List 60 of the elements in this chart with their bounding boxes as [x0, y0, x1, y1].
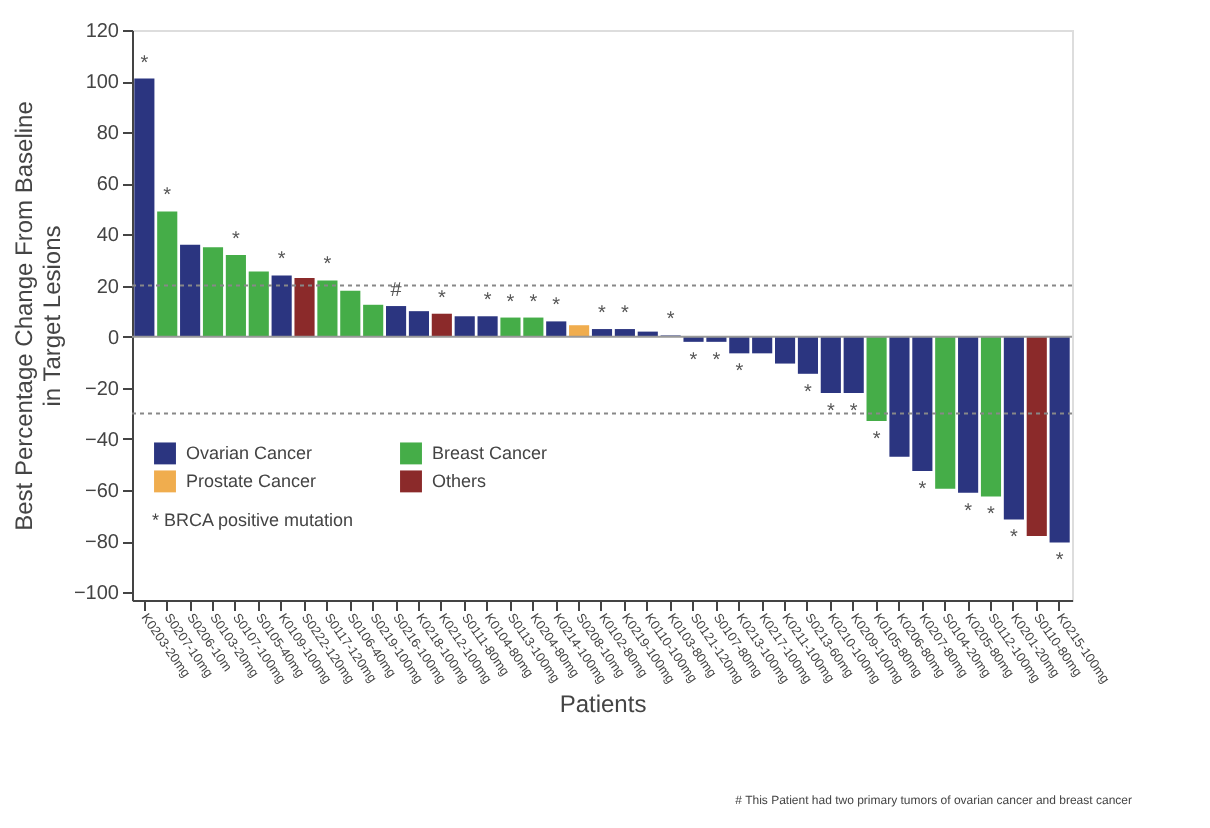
x-axis-title: Patients [559, 689, 647, 718]
legend-label: Others [432, 471, 488, 492]
data-label: * [689, 349, 698, 372]
bar [546, 321, 567, 337]
bar [1026, 336, 1047, 537]
legend-label: Breast Cancer [432, 443, 548, 464]
data-label: * [529, 291, 538, 314]
data-label: * [804, 381, 813, 404]
legend-label: Ovarian Cancer [186, 443, 313, 464]
bar [271, 275, 292, 337]
data-label: * [506, 291, 515, 314]
y-tick-label: −20 [85, 378, 120, 401]
data-label: * [849, 400, 858, 423]
data-label: * [826, 400, 835, 423]
data-label: * [277, 249, 286, 272]
data-label: # [390, 280, 403, 303]
data-label: * [231, 228, 240, 251]
data-label: * [163, 185, 172, 208]
data-label: * [918, 478, 927, 501]
y-tick-label: −100 [73, 583, 120, 606]
y-tick-label: 100 [85, 72, 120, 95]
data-label: * [598, 303, 607, 326]
data-label: * [483, 290, 492, 313]
bar [1003, 336, 1024, 520]
data-label: * [437, 287, 446, 310]
y-tick-label: −40 [85, 429, 120, 452]
bar [980, 336, 1002, 497]
bar [134, 78, 155, 337]
bar [294, 277, 315, 337]
annotation: * BRCA positive mutation [152, 510, 354, 531]
bar [431, 313, 452, 337]
legend-label: Prostate Cancer [186, 471, 317, 492]
data-label: * [712, 349, 721, 372]
data-label: * [987, 504, 996, 527]
data-label: * [140, 52, 149, 75]
bar [1049, 336, 1070, 543]
bar [935, 336, 956, 489]
data-label: * [964, 500, 973, 523]
data-label: * [552, 295, 561, 318]
bar [180, 244, 201, 337]
y-tick-label: −60 [85, 481, 120, 504]
data-label: * [735, 361, 744, 384]
data-label: * [872, 429, 881, 452]
y-tick-label: 60 [96, 174, 120, 197]
data-label: * [1055, 550, 1064, 573]
y-tick-label: 120 [85, 21, 120, 43]
y-tick-label: 80 [96, 123, 120, 146]
data-label: * [1009, 527, 1018, 550]
data-label: * [323, 254, 332, 277]
y-tick-label: 20 [96, 276, 120, 299]
y-tick-label: −80 [85, 532, 120, 555]
bar [157, 211, 178, 337]
y-tick-label: 0 [107, 327, 120, 350]
bar [958, 336, 979, 493]
y-tick-label: 40 [96, 225, 120, 248]
bar [866, 336, 887, 422]
data-label: * [620, 303, 629, 326]
bar [569, 325, 590, 337]
data-label: * [666, 309, 675, 332]
y-axis-title: Best Percentage Change From Baseline in Target Lesions [9, 100, 66, 531]
